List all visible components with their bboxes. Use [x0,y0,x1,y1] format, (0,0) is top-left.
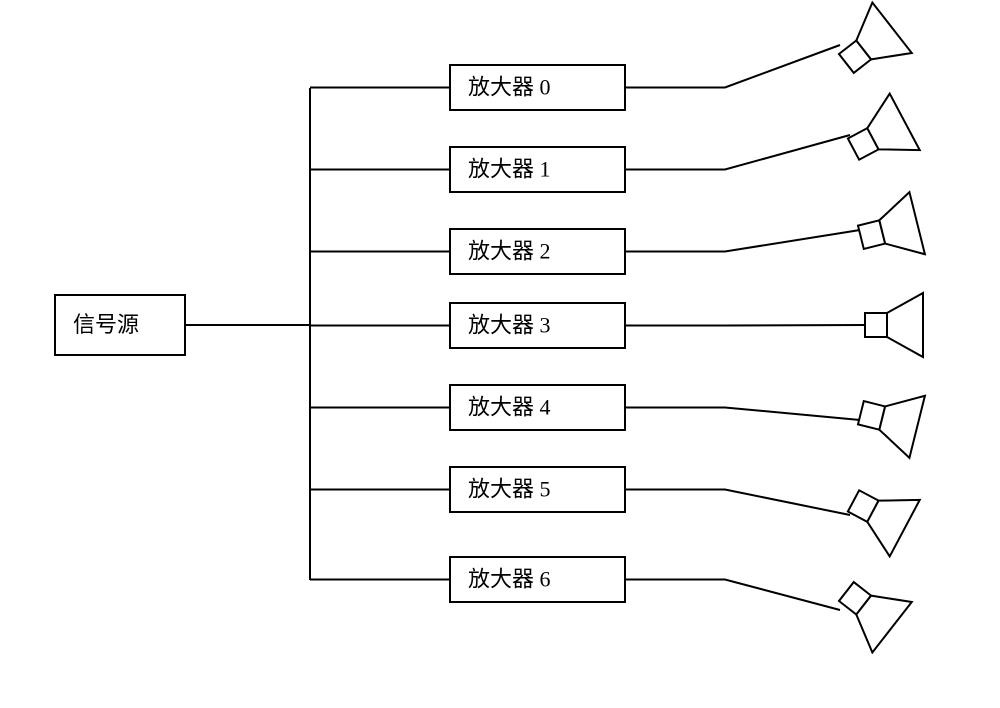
amplifier-label: 放大器 1 [468,157,551,182]
amplifier-label: 放大器 5 [468,477,551,502]
signal-source-label: 信号源 [73,312,139,337]
speaker-icon [838,473,919,557]
speaker-wire [625,135,850,170]
speaker-wire [625,230,860,252]
amplifier-label: 放大器 0 [468,75,551,100]
amplifier-label: 放大器 4 [468,395,551,420]
speaker-wire [625,325,865,326]
block-diagram: 信号源 放大器 0 放大器 1 放大器 2 放大器 3 放大器 4 放大器 5 放大器 6 [0,0,1000,708]
speaker-wire [625,408,860,421]
speaker-icon [853,382,925,458]
speaker-wire [625,490,850,516]
amplifier-label: 放大器 3 [468,313,551,338]
amplifier-label: 放大器 2 [468,239,551,264]
speaker-icon [865,293,923,357]
speaker-icon [838,94,919,178]
speaker-wire [625,45,840,88]
amplifier-label: 放大器 6 [468,567,551,592]
speaker-icon [853,192,925,268]
speaker-wire [625,580,840,611]
